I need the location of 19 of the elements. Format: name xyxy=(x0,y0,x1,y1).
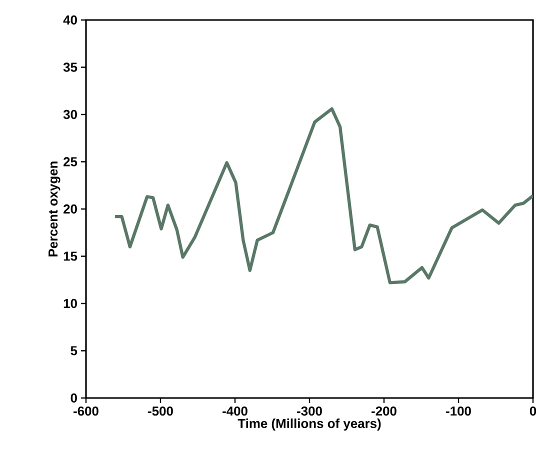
x-tick-label: -400 xyxy=(222,406,248,416)
y-tick-label: 10 xyxy=(64,298,77,308)
y-tick-label: 5 xyxy=(70,346,78,356)
y-tick-label: 25 xyxy=(64,157,78,166)
y-tick-label: 30 xyxy=(63,110,77,120)
x-tick-label: -300 xyxy=(297,406,322,416)
x-tick-label: 0 xyxy=(530,406,536,416)
line-series xyxy=(113,107,534,284)
y-tick-label: 35 xyxy=(63,62,78,72)
y-tick-label: 20 xyxy=(64,204,77,214)
x-tick-label: -600 xyxy=(74,406,98,416)
x-tick-label: -500 xyxy=(148,406,173,416)
x-axis-title: Time (Millions of years) xyxy=(238,418,381,431)
y-tick-label: 15 xyxy=(64,252,78,261)
y-axis-title: Percent oxygen xyxy=(48,162,60,256)
y-tick-label: 0 xyxy=(70,393,77,403)
x-tick-label: -100 xyxy=(446,406,471,416)
y-tick-label: 40 xyxy=(63,15,77,25)
x-tick-label: -200 xyxy=(372,406,396,416)
